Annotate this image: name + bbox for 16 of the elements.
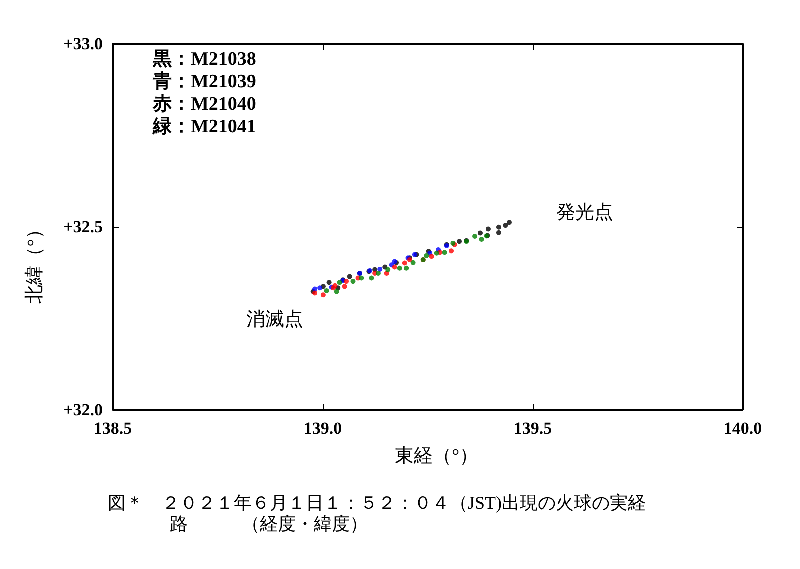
y-tick-label: +32.0 — [64, 400, 103, 420]
annotation: 消滅点 — [246, 310, 304, 330]
y-tick-label: +33.0 — [64, 34, 103, 54]
annotation: 緑：M21041 — [152, 116, 256, 138]
x-tick-label: 140.0 — [724, 419, 762, 438]
y-tick-label: +32.5 — [64, 218, 103, 236]
x-tick-label: 139.5 — [514, 419, 552, 438]
annotation: 青：M21039 — [152, 70, 256, 92]
x-tick-label: 139.0 — [304, 419, 342, 438]
x-axis-title: 東経（°） — [395, 446, 479, 467]
x-tick-label: 138.5 — [94, 419, 132, 438]
text: 図＊ ２０２１年６月１日１：５２：０４（JST)出現の火球の実経路 （経度・緯度） — [108, 493, 646, 534]
annotation: 赤：M21040 — [152, 93, 256, 115]
annotation: 黒：M21038 — [152, 49, 256, 70]
y-axis-title: 北緯（°） — [24, 220, 46, 304]
annotation: 発光点 — [556, 202, 614, 224]
